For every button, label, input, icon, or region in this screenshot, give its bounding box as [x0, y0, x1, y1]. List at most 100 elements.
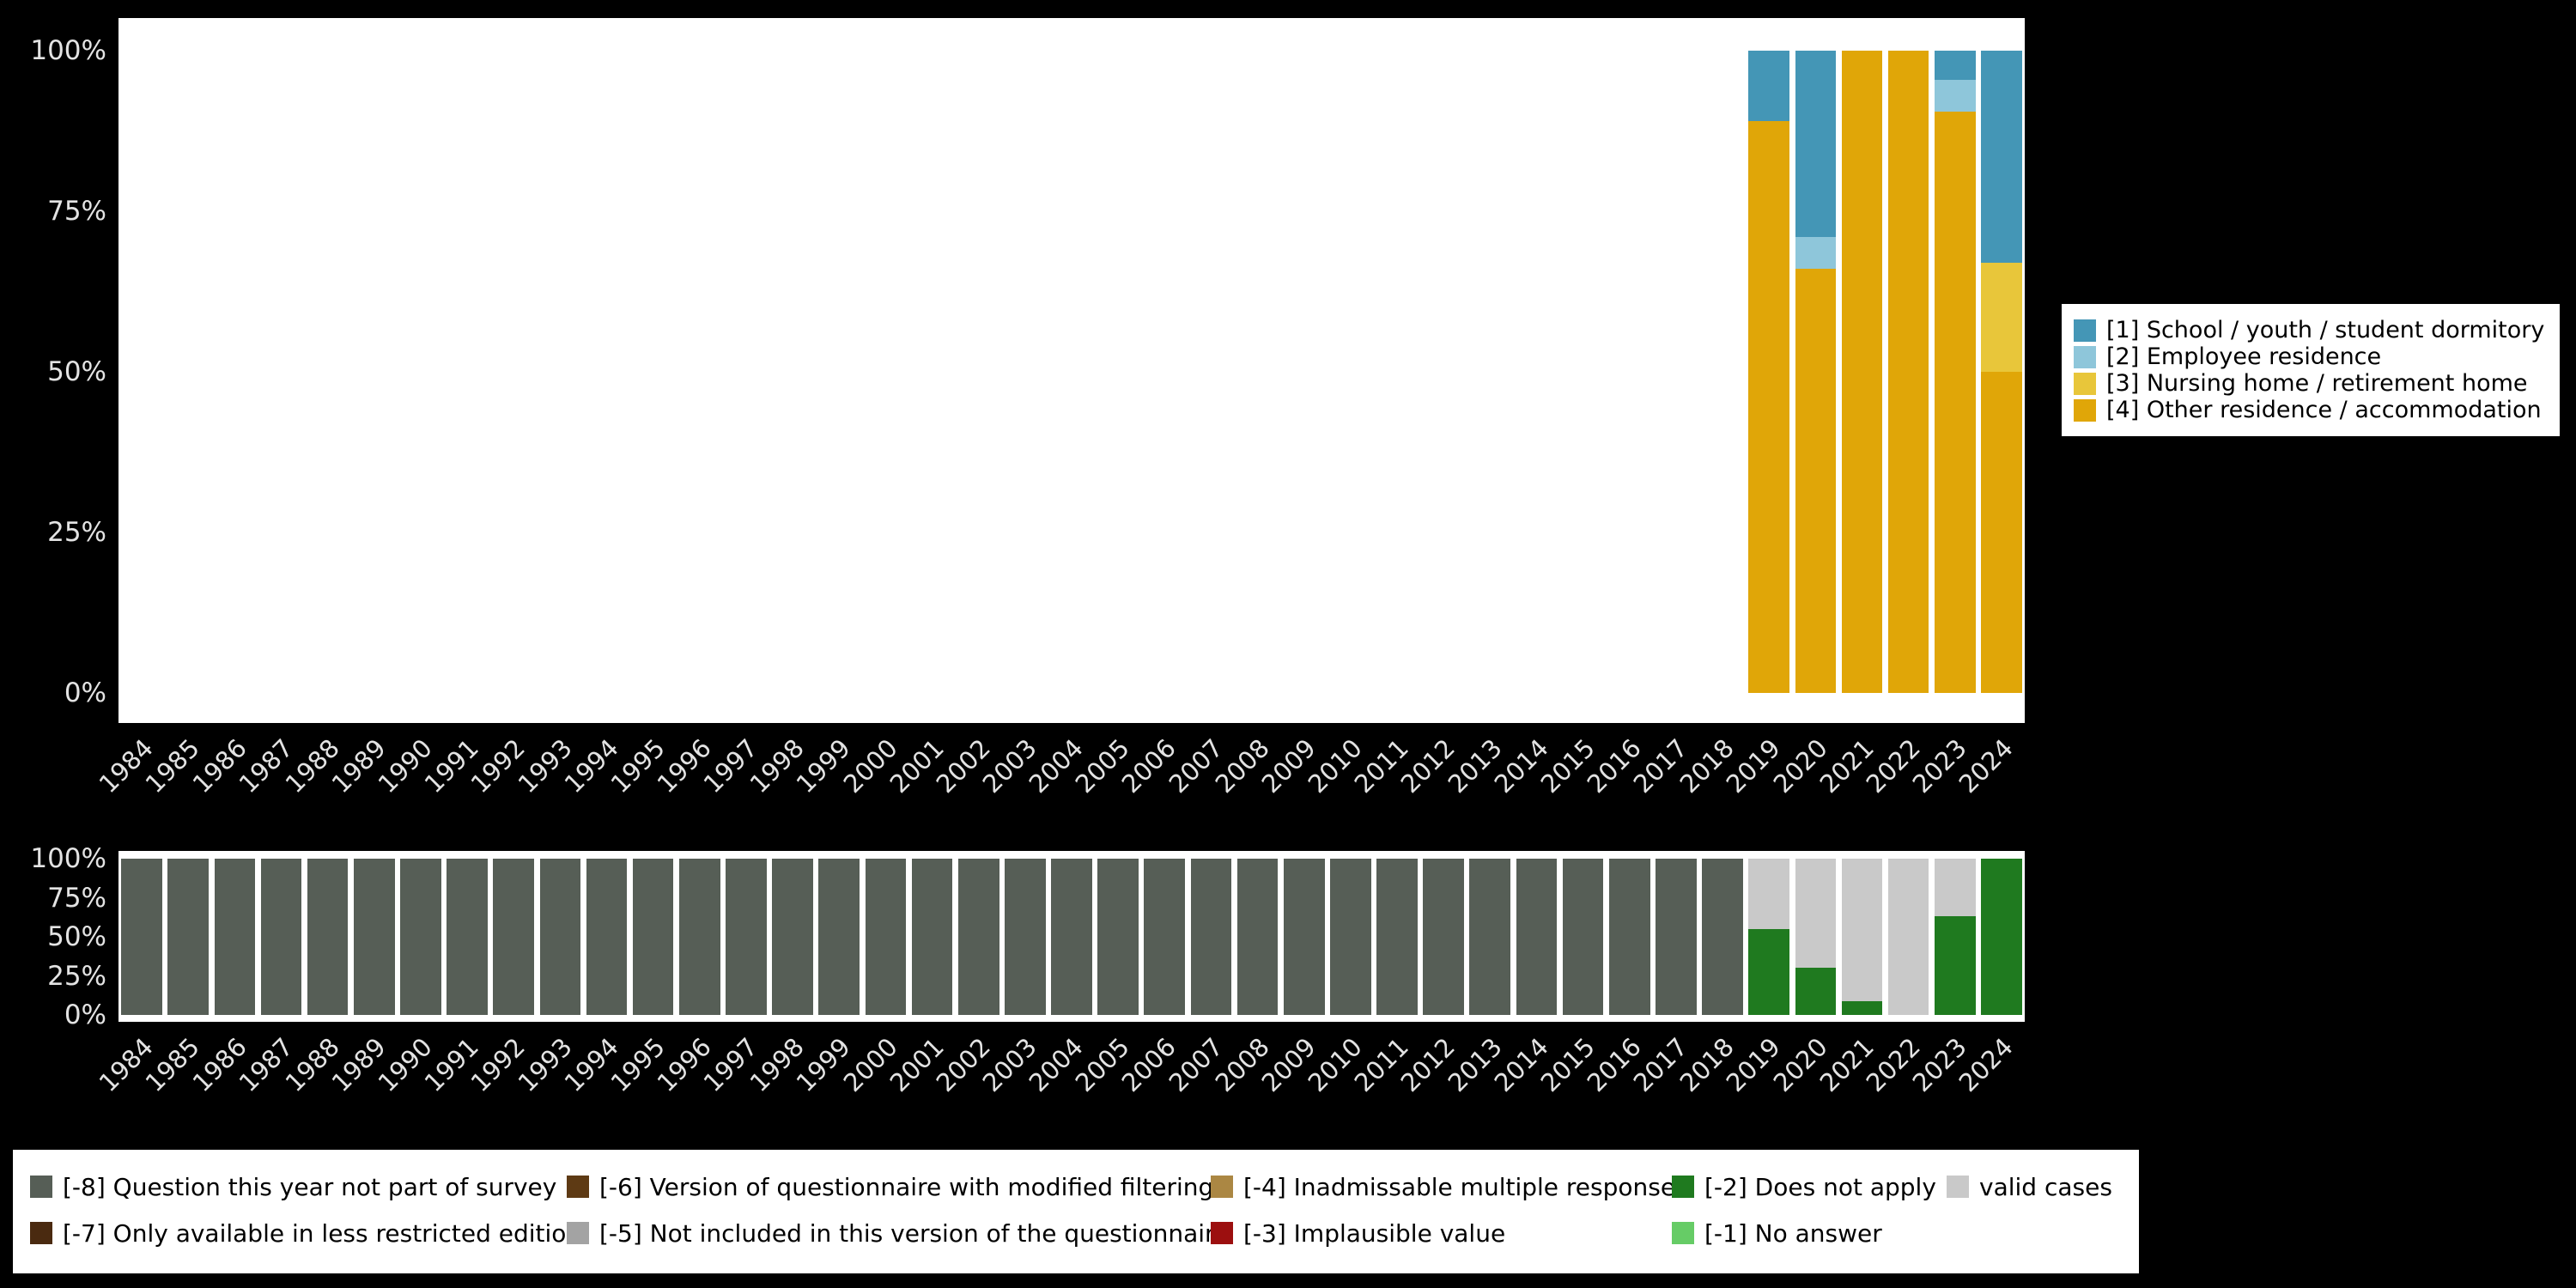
- x-axis-tick-label: 2004: [1023, 733, 1090, 799]
- x-axis-tick-label: 2005: [1069, 733, 1136, 799]
- x-axis-tick-label: 1999: [791, 733, 857, 799]
- bar-segment: [1469, 859, 1511, 1015]
- bar-segment: [1934, 112, 1976, 693]
- missing-legend-item-label: [-2] Does not apply: [1704, 1172, 1936, 1201]
- missing-legend-item-label: [-4] Inadmissable multiple response: [1243, 1172, 1676, 1201]
- x-axis-tick-label: 2024: [1953, 733, 2019, 799]
- bar-segment: [539, 859, 581, 1015]
- bar-segment: [1934, 51, 1976, 80]
- x-axis-tick-label: 2021: [1814, 1032, 1880, 1098]
- bar-segment: [1887, 859, 1929, 1015]
- x-axis-tick-label: 2012: [1394, 733, 1461, 799]
- x-axis-tick-label: 2014: [1488, 733, 1554, 799]
- x-axis-tick-label: 1995: [605, 1032, 671, 1098]
- legend-item: [2] Employee residence: [2074, 343, 2544, 370]
- x-axis-tick-label: 1993: [512, 1032, 578, 1098]
- bar-segment: [1748, 51, 1789, 122]
- legend-swatch: [1211, 1222, 1233, 1244]
- x-axis-tick-label: 1992: [465, 733, 532, 799]
- missing-legend-item-label: [-5] Not included in this version of the…: [599, 1218, 1230, 1248]
- x-axis-tick-label: 1994: [558, 733, 624, 799]
- y-axis-tick-label: 100%: [30, 843, 106, 874]
- main-chart-panel: [118, 18, 2025, 723]
- x-axis-tick-label: 2011: [1348, 1032, 1415, 1098]
- bar-segment: [1376, 859, 1418, 1015]
- missing-chart-panel: [118, 851, 2025, 1022]
- bar-segment: [1934, 916, 1976, 1015]
- bar-segment: [1005, 859, 1046, 1015]
- legend-item-label: [1] School / youth / student dormitory: [2106, 317, 2545, 343]
- y-axis-tick-label: 75%: [47, 196, 106, 227]
- x-axis-tick-label: 2002: [930, 1032, 996, 1098]
- x-axis-tick-label: 2000: [837, 1032, 903, 1098]
- x-axis-tick-label: 1985: [140, 733, 206, 799]
- x-axis-tick-label: 2007: [1163, 1032, 1229, 1098]
- bar-segment: [1236, 859, 1279, 1015]
- bar-segment: [260, 859, 302, 1015]
- legend-swatch: [2074, 398, 2096, 422]
- x-axis-tick-label: 1998: [744, 733, 811, 799]
- bar-segment: [1748, 121, 1789, 693]
- main-chart-legend: [1] School / youth / student dormitory [2…: [2062, 304, 2561, 436]
- x-axis-tick-label: 1996: [651, 733, 717, 799]
- x-axis-tick-label: 2019: [1720, 733, 1787, 799]
- legend-item-label: [2] Employee residence: [2106, 343, 2382, 370]
- x-axis-tick-label: 2007: [1163, 733, 1229, 799]
- legend-item: [3] Nursing home / retirement home: [2074, 370, 2544, 397]
- bar-segment: [1748, 859, 1789, 929]
- x-axis-tick-label: 1989: [325, 1032, 392, 1098]
- legend-swatch: [30, 1222, 52, 1244]
- x-axis-tick-label: 2000: [837, 733, 903, 799]
- bar-segment: [818, 859, 860, 1015]
- bar-segment: [1190, 859, 1232, 1015]
- missing-legend-item: [-8] Question this year not part of surv…: [30, 1171, 556, 1202]
- bar-segment: [1795, 51, 1837, 237]
- bar-segment: [1516, 859, 1558, 1015]
- bar-segment: [1702, 859, 1743, 1015]
- x-axis-tick-label: 1994: [558, 1032, 624, 1098]
- x-axis-tick-label: 1985: [140, 1032, 206, 1098]
- legend-swatch: [2074, 345, 2096, 368]
- x-axis-tick-label: 2014: [1488, 1032, 1554, 1098]
- bar-segment: [1841, 1000, 1883, 1015]
- bar-segment: [1934, 859, 1976, 917]
- x-axis-tick-label: 2008: [1209, 733, 1275, 799]
- x-axis-tick-label: 1987: [233, 1032, 299, 1098]
- x-axis-tick-label: 1998: [744, 1032, 811, 1098]
- x-axis-tick-label: 1999: [791, 1032, 857, 1098]
- bar-segment: [353, 859, 395, 1015]
- x-axis-tick-label: 2018: [1674, 733, 1741, 799]
- x-axis-tick-label: 1988: [279, 1032, 345, 1098]
- bar-segment: [679, 859, 720, 1015]
- bar-segment: [1981, 51, 2022, 263]
- x-axis-tick-label: 2010: [1302, 733, 1368, 799]
- legend-swatch: [1211, 1176, 1233, 1198]
- bar-segment: [726, 859, 767, 1015]
- x-axis-tick-label: 2009: [1255, 1032, 1321, 1098]
- x-axis-tick-label: 2023: [1906, 1032, 1972, 1098]
- x-axis-tick-label: 2022: [1860, 733, 1926, 799]
- x-axis-tick-label: 2022: [1860, 1032, 1926, 1098]
- missing-legend-item-label: [-3] Implausible value: [1243, 1218, 1506, 1248]
- bar-segment: [214, 859, 256, 1015]
- x-axis-tick-label: 2016: [1581, 1032, 1647, 1098]
- missing-legend-item: [-3] Implausible value: [1211, 1218, 1505, 1249]
- x-axis-tick-label: 2005: [1069, 1032, 1136, 1098]
- legend-swatch: [30, 1176, 52, 1198]
- missing-legend-item: [-5] Not included in this version of the…: [567, 1218, 1229, 1249]
- main-chart-y-axis: 0% 25% 50% 75% 100%: [0, 0, 106, 1288]
- x-axis-tick-label: 2004: [1023, 1032, 1090, 1098]
- x-axis-tick-label: 2003: [976, 733, 1042, 799]
- legend-swatch: [2074, 372, 2096, 395]
- x-axis-tick-label: 2011: [1348, 733, 1415, 799]
- y-axis-tick-label: 50%: [47, 921, 106, 952]
- x-axis-tick-label: 2008: [1209, 1032, 1275, 1098]
- bar-segment: [400, 859, 441, 1015]
- y-axis-tick-label: 25%: [47, 960, 106, 992]
- x-axis-tick-label: 2002: [930, 733, 996, 799]
- x-axis-tick-label: 2017: [1627, 1032, 1693, 1098]
- x-axis-tick-label: 2013: [1442, 1032, 1508, 1098]
- x-axis-tick-label: 2020: [1767, 1032, 1833, 1098]
- x-axis-tick-label: 1991: [418, 1032, 485, 1098]
- x-axis-tick-label: 1997: [697, 1032, 764, 1098]
